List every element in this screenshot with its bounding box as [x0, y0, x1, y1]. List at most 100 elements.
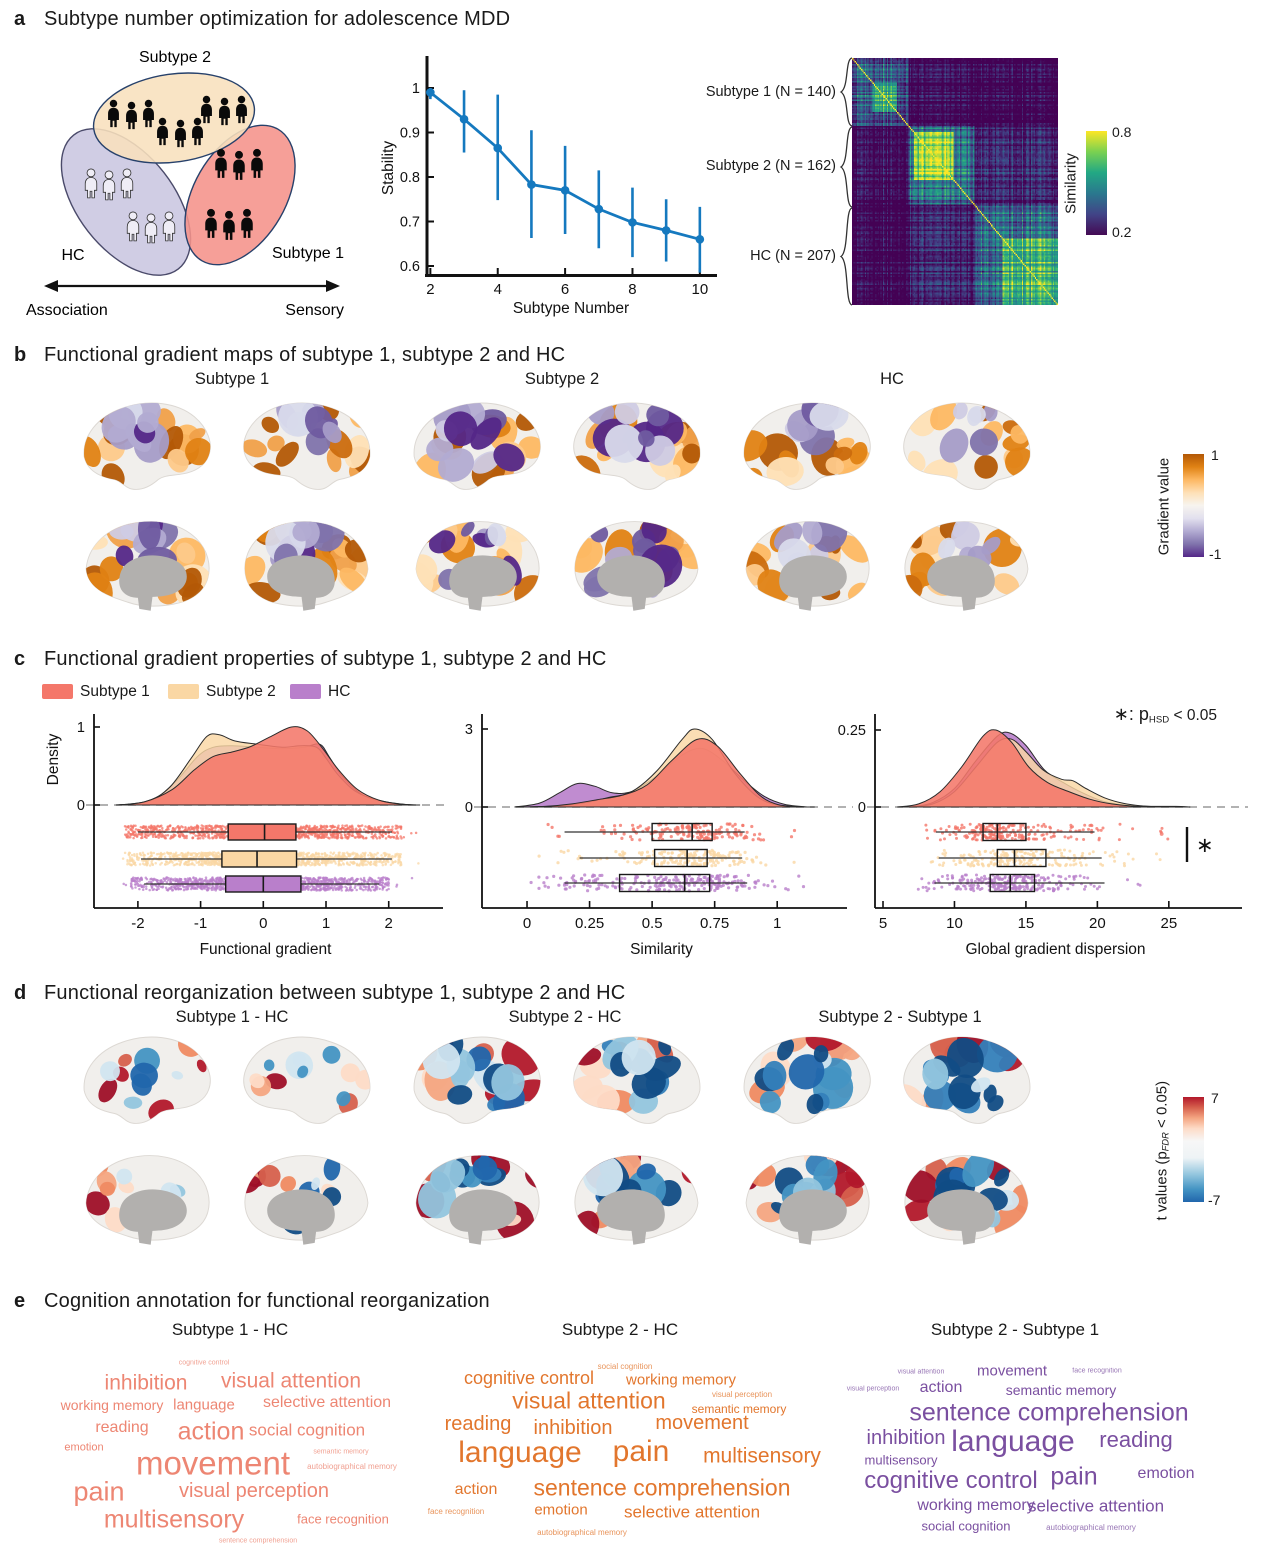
tvalue-colorbar-title: t values (pFDR < 0.05): [1153, 1067, 1170, 1235]
similarity-raincloud: 0 3 0 0.25 0.5 0.75 1 Similarity: [465, 714, 853, 958]
cloud1-word: multisensory: [103, 1505, 245, 1534]
similarity-matrix-heatmap: [852, 58, 1058, 305]
cloud1-word: action: [177, 1417, 245, 1446]
tvalue-sub: FDR: [1160, 1132, 1171, 1152]
significance-star: ∗: [1196, 834, 1214, 857]
cloud3-word: inhibition: [866, 1427, 946, 1449]
cloud1-word: cognitive control: [178, 1359, 230, 1367]
svg-text:1: 1: [412, 81, 420, 97]
cloud-title-3: Subtype 2 - Subtype 1: [930, 1320, 1100, 1339]
cloud1-word: social cognition: [248, 1420, 366, 1440]
cloud2-word: working memory: [625, 1371, 737, 1389]
phsd-sub: HSD: [1148, 714, 1170, 726]
svg-text:0.5: 0.5: [642, 915, 663, 932]
phsd-prefix: ∗: p: [1113, 704, 1149, 724]
brain-medial-view: [415, 1155, 540, 1245]
cloud2-word: emotion: [534, 1501, 588, 1519]
cloud3-word: sentence comprehension: [909, 1398, 1189, 1427]
cloud1-word: pain: [73, 1476, 125, 1507]
cloud3-word: working memory: [917, 1497, 1035, 1514]
axis-sensory-label: Sensory: [285, 302, 344, 319]
brain-medial-view: [904, 1155, 1029, 1245]
cloud1-word: working memory: [60, 1397, 164, 1413]
brain-lateral-view: [903, 402, 1031, 490]
svg-text:1: 1: [773, 915, 781, 932]
svg-text:Functional gradient: Functional gradient: [200, 941, 333, 958]
svg-text:5: 5: [879, 915, 887, 932]
cloud-title-2: Subtype 2 - HC: [561, 1320, 679, 1339]
svg-text:0.7: 0.7: [400, 215, 420, 231]
panel-d-label: d: [14, 982, 27, 1004]
venn-hc-label: HC: [61, 247, 84, 264]
brain-medial-view: [85, 521, 210, 611]
panel-b-col-subtype2: Subtype 2: [524, 370, 600, 388]
cloud2-word: language: [458, 1436, 582, 1469]
cloud2-word: cognitive control: [463, 1368, 595, 1388]
brain-medial-view: [745, 1155, 870, 1245]
brain-lateral-view: [243, 402, 371, 490]
cloud3-word: movement: [976, 1362, 1048, 1380]
brain-medial-view: [745, 521, 870, 611]
svg-text:0.9: 0.9: [400, 126, 420, 142]
svg-text:-1: -1: [194, 915, 207, 932]
axis-association-label: Association: [26, 302, 108, 319]
matrix-row-label-subtype1: Subtype 1 (N = 140): [705, 84, 836, 100]
brain-medial-view: [85, 1155, 210, 1245]
cloud2-word: visual attention: [512, 1387, 666, 1414]
panel-b-col-subtype1: Subtype 1: [194, 370, 270, 388]
svg-text:8: 8: [628, 281, 636, 298]
panel-a-title: Subtype number optimization for adolesce…: [44, 8, 511, 30]
tvalue-prefix: t values (p: [1153, 1151, 1171, 1221]
venn-subtype2-label: Subtype 2: [139, 49, 211, 66]
stability-line-chart: 0.6 0.7 0.8 0.9 1 2 4 6 8 10 Stability Subtype Numb…: [380, 56, 717, 317]
association-sensory-arrow: [44, 280, 340, 292]
cloud1-word: autobiographical memory: [307, 1462, 397, 1471]
cloud2-word: selective attention: [623, 1502, 761, 1522]
legend-swatch-subtype2: [168, 684, 199, 699]
gradient-colorbar: [1183, 454, 1204, 557]
cloud1-word: visual attention: [220, 1369, 362, 1393]
brain-lateral-view: [743, 1036, 871, 1124]
svg-text:0: 0: [858, 800, 866, 816]
cloud3-word: cognitive control: [864, 1467, 1038, 1494]
hc-ellipse: [60, 128, 192, 276]
venn-subtype1-label: Subtype 1: [272, 245, 344, 262]
cloud1-word: face recognition: [297, 1511, 389, 1527]
svg-text:Global gradient dispersion: Global gradient dispersion: [965, 941, 1145, 958]
panel-d-col-1: Subtype 1 - HC: [175, 1008, 289, 1026]
panel-d-col-3: Subtype 2 - Subtype 1: [818, 1008, 982, 1026]
cloud3-word: visual perception: [846, 1385, 900, 1393]
functional-gradient-raincloud: 0 1 -2 -1 0 1 2 Functional gradient Density: [45, 714, 449, 958]
svg-text:0.75: 0.75: [700, 915, 729, 932]
cloud1-word: visual perception: [178, 1480, 330, 1502]
svg-text:15: 15: [1018, 915, 1035, 932]
brain-lateral-view: [743, 402, 871, 490]
svg-text:0.25: 0.25: [575, 915, 604, 932]
svg-text:25: 25: [1160, 915, 1177, 932]
svg-text:6: 6: [561, 281, 569, 298]
svg-text:2: 2: [426, 281, 434, 298]
matrix-row-label-subtype2: Subtype 2 (N = 162): [705, 158, 836, 174]
brain-medial-view: [244, 1155, 369, 1245]
similarity-colorbar-title: Similarity: [1062, 153, 1080, 214]
cloud3-word: emotion: [1137, 1465, 1195, 1482]
cloud2-word: visual perception: [711, 1390, 773, 1399]
svg-text:0: 0: [77, 798, 85, 814]
cloud3-word: visual attention: [897, 1368, 945, 1376]
svg-text:Stability: Stability: [380, 141, 397, 196]
cloud2-word: action: [454, 1481, 498, 1498]
brain-medial-view: [244, 521, 369, 611]
subtype2-ellipse: [92, 72, 256, 164]
panel-a-label: a: [14, 8, 26, 30]
cloud1-word: inhibition: [104, 1371, 188, 1395]
cloud1-word: emotion: [64, 1441, 104, 1454]
cloud3-word: semantic memory: [1005, 1382, 1117, 1398]
cloud1-word: sentence comprehension: [218, 1537, 298, 1545]
svg-text:3: 3: [465, 722, 473, 738]
gradient-colorbar-max: 1: [1211, 447, 1219, 463]
legend-label-hc: HC: [328, 683, 351, 700]
cloud3-word: social cognition: [921, 1518, 1011, 1534]
similarity-colorbar-max: 0.8: [1112, 124, 1132, 140]
phsd-annotation: ∗: pHSD < 0.05: [1085, 704, 1217, 725]
svg-text:1: 1: [77, 720, 85, 736]
